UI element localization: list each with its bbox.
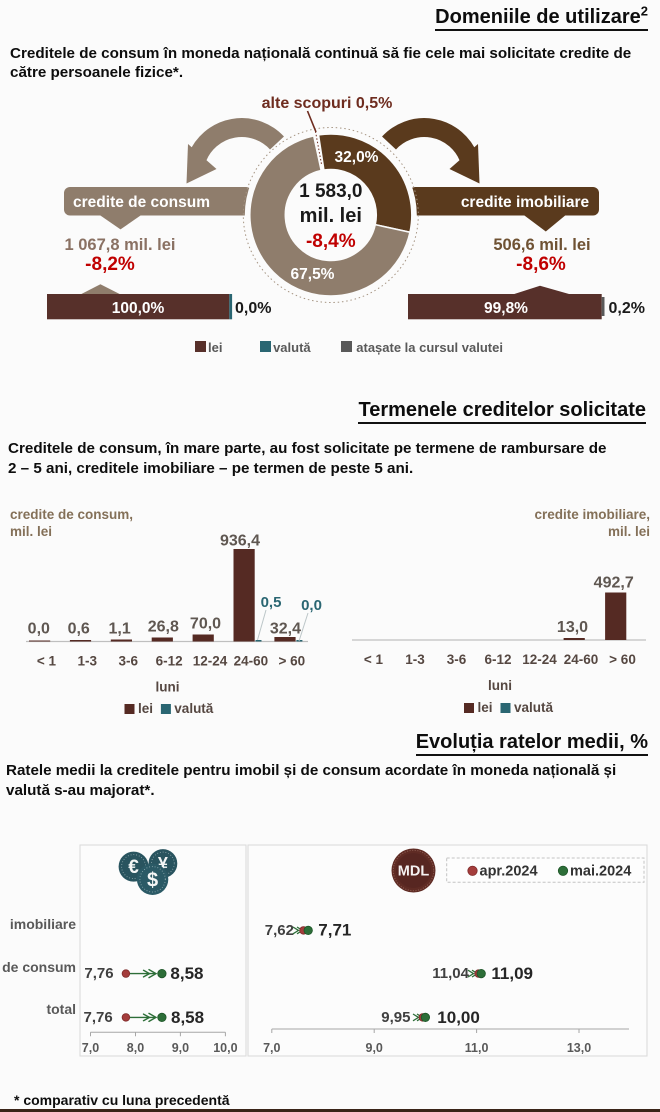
svg-text:24-60: 24-60 [564, 652, 599, 667]
svg-text:11,0: 11,0 [465, 1041, 489, 1055]
svg-text:9,0: 9,0 [366, 1041, 383, 1055]
svg-text:valută: valută [174, 701, 214, 716]
svg-text:credite de consum: credite de consum [73, 194, 210, 211]
svg-text:luni: luni [488, 678, 512, 693]
svg-text:1,1: 1,1 [108, 621, 130, 638]
svg-text:1-3: 1-3 [405, 652, 425, 667]
svg-text:11,04: 11,04 [432, 965, 469, 982]
svg-text:492,7: 492,7 [594, 575, 634, 592]
svg-text:0,0: 0,0 [28, 621, 50, 638]
svg-text:¥: ¥ [158, 854, 168, 874]
svg-text:67,5%: 67,5% [291, 266, 335, 283]
svg-text:7,76: 7,76 [84, 965, 113, 982]
svg-text:mil. lei: mil. lei [300, 205, 362, 227]
svg-text:12-24: 12-24 [193, 654, 228, 669]
svg-text:1 583,0: 1 583,0 [299, 181, 362, 202]
svg-text:0,0: 0,0 [301, 597, 322, 614]
svg-text:credite imobiliare: credite imobiliare [461, 194, 590, 211]
svg-text:1 067,8 mil. lei: 1 067,8 mil. lei [65, 236, 176, 254]
svg-text:12-24: 12-24 [522, 652, 557, 667]
svg-text:apr.2024: apr.2024 [480, 864, 538, 880]
svg-text:de consum: de consum [2, 959, 76, 975]
svg-text:lei: lei [138, 701, 153, 716]
svg-text:26,8: 26,8 [148, 619, 179, 636]
svg-text:> 60: > 60 [609, 652, 636, 667]
svg-text:8,0: 8,0 [127, 1041, 144, 1055]
svg-text:9,0: 9,0 [172, 1041, 189, 1055]
svg-text:10,00: 10,00 [437, 1008, 480, 1027]
svg-text:mil. lei: mil. lei [10, 524, 52, 539]
svg-text:11,09: 11,09 [491, 964, 533, 983]
svg-text:7,76: 7,76 [83, 1009, 112, 1026]
svg-text:> 60: > 60 [278, 654, 305, 669]
svg-text:100,0%: 100,0% [112, 300, 165, 317]
svg-text:0,6: 0,6 [68, 621, 90, 638]
svg-text:32,0%: 32,0% [335, 149, 379, 166]
svg-text:1-3: 1-3 [78, 654, 98, 669]
svg-text:506,6 mil. lei: 506,6 mil. lei [493, 236, 590, 254]
svg-text:0,0%: 0,0% [235, 300, 271, 317]
svg-text:8,58: 8,58 [170, 964, 203, 983]
svg-text:mil. lei: mil. lei [608, 524, 650, 539]
svg-text:3-6: 3-6 [447, 652, 467, 667]
svg-text:lei: lei [478, 700, 493, 715]
svg-text:-8,2%: -8,2% [85, 254, 135, 275]
svg-text:7,0: 7,0 [82, 1041, 99, 1055]
svg-text:luni: luni [156, 680, 180, 695]
svg-text:6-12: 6-12 [156, 654, 183, 669]
svg-text:6-12: 6-12 [484, 652, 511, 667]
svg-text:-8,6%: -8,6% [516, 254, 566, 275]
svg-text:99,8%: 99,8% [484, 300, 528, 317]
svg-text:70,0: 70,0 [190, 616, 221, 633]
svg-text:10,0: 10,0 [213, 1041, 237, 1055]
svg-text:imobiliare: imobiliare [10, 916, 76, 932]
svg-text:13,0: 13,0 [557, 619, 588, 636]
svg-text:3-6: 3-6 [118, 654, 138, 669]
svg-text:€: € [128, 857, 139, 878]
svg-text:credite de consum,: credite de consum, [10, 507, 133, 522]
svg-text:0,2%: 0,2% [609, 300, 645, 317]
svg-text:< 1: < 1 [37, 654, 57, 669]
svg-text:8,58: 8,58 [171, 1008, 204, 1027]
svg-text:13,0: 13,0 [567, 1041, 591, 1055]
svg-text:valută: valută [514, 700, 554, 715]
svg-text:mai.2024: mai.2024 [570, 864, 631, 880]
svg-text:credite imobiliare,: credite imobiliare, [534, 507, 650, 522]
svg-text:936,4: 936,4 [220, 533, 260, 550]
svg-text:MDL: MDL [398, 864, 430, 880]
svg-text:0,5: 0,5 [261, 594, 282, 611]
svg-text:< 1: < 1 [364, 652, 384, 667]
svg-text:24-60: 24-60 [234, 654, 269, 669]
svg-text:7,0: 7,0 [263, 1041, 280, 1055]
svg-text:7,71: 7,71 [318, 921, 351, 940]
svg-text:$: $ [147, 870, 158, 892]
svg-text:9,95: 9,95 [381, 1009, 410, 1026]
svg-text:total: total [46, 1001, 76, 1017]
svg-text:-8,4%: -8,4% [306, 231, 356, 252]
svg-text:7,62: 7,62 [265, 922, 294, 939]
svg-text:32,4: 32,4 [270, 621, 301, 638]
